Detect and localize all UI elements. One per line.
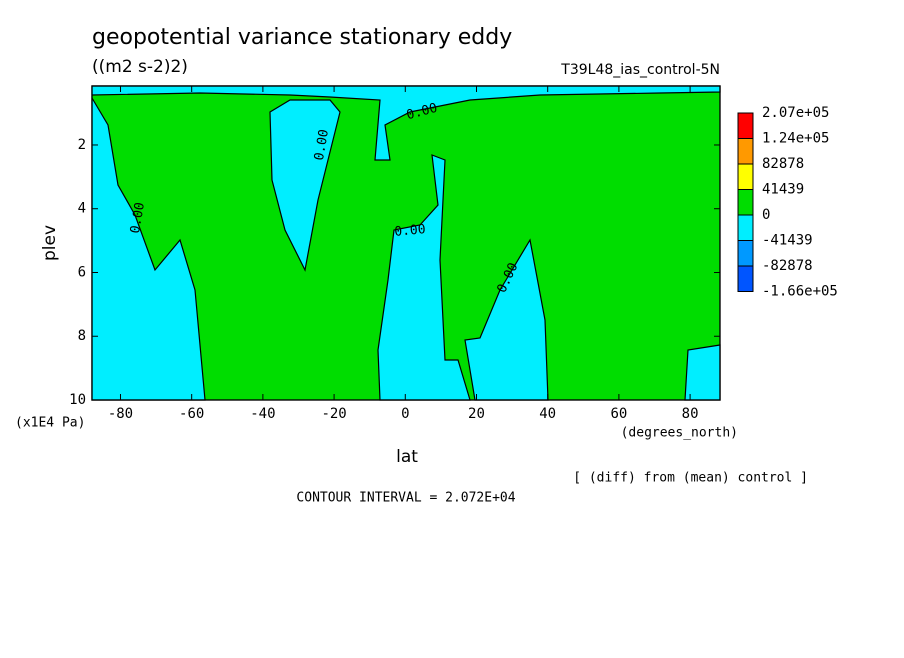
region-negative bbox=[377, 154, 471, 401]
x-unit: (degrees_north) bbox=[621, 426, 738, 441]
colorbar-swatch bbox=[737, 240, 754, 267]
y-tick-label: 6 bbox=[78, 264, 86, 280]
colorbar-swatch bbox=[737, 138, 754, 165]
y-tick-label: 8 bbox=[78, 328, 86, 344]
units: ((m2 s-2)2) bbox=[92, 57, 188, 77]
contour-label: 0.00 bbox=[128, 201, 148, 234]
colorbar-label: 82878 bbox=[762, 156, 804, 172]
region-negative bbox=[464, 238, 549, 401]
x-tick-label: 60 bbox=[610, 406, 627, 422]
x-tick-label: -20 bbox=[321, 406, 346, 422]
contour-label: 0.00 bbox=[312, 128, 332, 161]
colorbar-label: 2.07e+05 bbox=[762, 105, 829, 121]
footer: CONTOUR INTERVAL = 2.072E+04 bbox=[296, 491, 515, 506]
colorbar-swatch bbox=[737, 214, 754, 241]
x-tick-label: -60 bbox=[179, 406, 204, 422]
y-tick-label: 2 bbox=[78, 137, 86, 153]
x-tick-label: -80 bbox=[108, 406, 133, 422]
contour-label: 0.00 bbox=[394, 222, 427, 240]
x-tick-label: -40 bbox=[250, 406, 275, 422]
region-negative bbox=[269, 99, 341, 272]
y-label: plev bbox=[40, 225, 60, 261]
x-label: lat bbox=[396, 447, 418, 467]
colorbar-label: -41439 bbox=[762, 233, 813, 249]
colorbar-swatch bbox=[737, 189, 754, 216]
x-tick-label: 80 bbox=[682, 406, 699, 422]
chart-title: geopotential variance stationary eddy bbox=[92, 25, 512, 50]
y-tick-label: 4 bbox=[78, 201, 86, 217]
region-negative bbox=[684, 344, 721, 401]
colorbar-swatch bbox=[737, 163, 754, 190]
plot-fill bbox=[91, 85, 721, 401]
run-label: T39L48_ias_control-5N bbox=[560, 62, 720, 78]
region-negative bbox=[91, 85, 721, 161]
y-unit: (x1E4 Pa) bbox=[15, 416, 85, 431]
y-tick-label: 10 bbox=[69, 392, 86, 408]
plot-frame bbox=[91, 85, 721, 401]
x-tick-label: 40 bbox=[539, 406, 556, 422]
colorbar-label: -1.66e+05 bbox=[762, 284, 838, 300]
x-tick-label: 20 bbox=[468, 406, 485, 422]
colorbar-swatch bbox=[737, 265, 754, 292]
colorbar-label: 0 bbox=[762, 207, 770, 223]
colorbar-swatch bbox=[737, 112, 754, 139]
note: [ (diff) from (mean) control ] bbox=[573, 471, 808, 486]
colorbar-label: 41439 bbox=[762, 182, 804, 198]
colorbar-label: -82878 bbox=[762, 258, 813, 274]
x-tick-label: 0 bbox=[401, 406, 409, 422]
colorbar-label: 1.24e+05 bbox=[762, 131, 829, 147]
